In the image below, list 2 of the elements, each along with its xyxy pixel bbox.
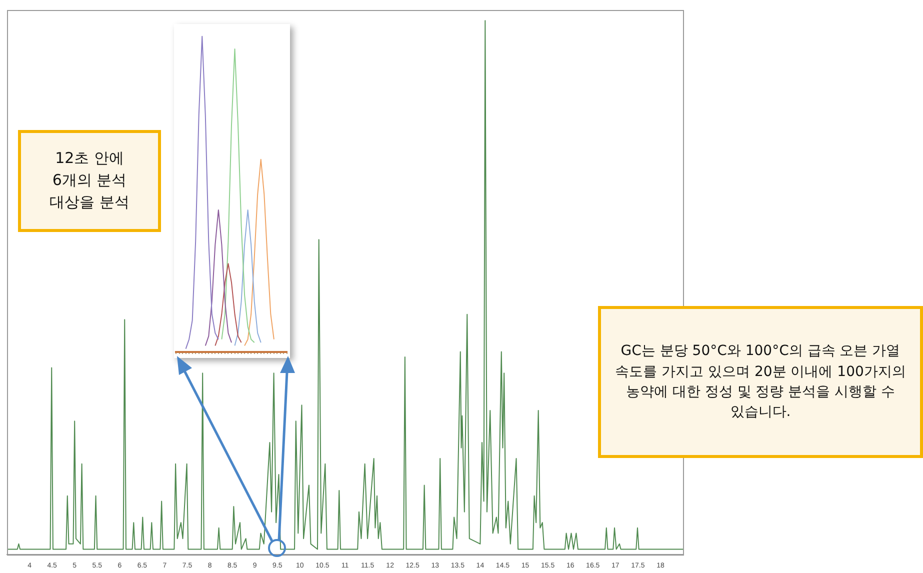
callout-box: 12초 안에 6개의 분석 대상을 분석 <box>18 130 161 232</box>
callout-box: GC는 분당 50°C와 100°C의 급속 오븐 가열 속도를 가지고 있으며 20분 이내에 100가지의 농약에 대한 정성 및 정량 분석을 시행할 수 있습니다. <box>598 306 923 458</box>
